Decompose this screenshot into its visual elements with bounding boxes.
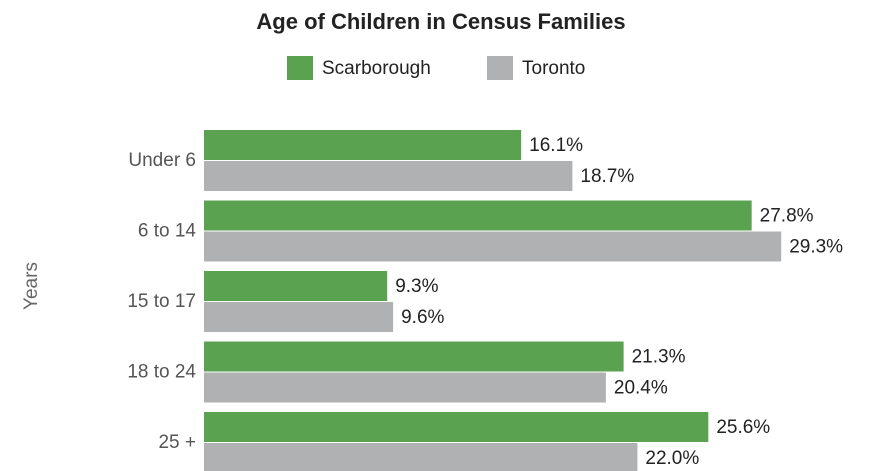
y-tick-label: 25 + [158,432,196,453]
bar [204,231,782,262]
bar [204,372,606,403]
bar [204,412,709,442]
legend-swatch [287,56,313,80]
legend-swatch [487,56,513,80]
chart-title: Age of Children in Census Families [256,9,625,34]
legend-label: Scarborough [322,58,431,79]
bar [204,341,624,372]
value-label: 16.1% [529,135,583,156]
value-label: 25.6% [716,417,770,438]
value-label: 9.6% [401,307,444,328]
value-label: 21.3% [632,347,686,368]
y-tick-label: 18 to 24 [127,362,196,383]
value-label: 27.8% [760,206,814,227]
bar [204,302,394,332]
bar [204,161,573,191]
bar [204,443,638,471]
value-label: 18.7% [580,166,634,187]
bar [204,200,752,231]
value-label: 9.3% [395,276,438,297]
value-label: 20.4% [614,378,668,399]
y-tick-label: 15 to 17 [127,291,196,312]
y-tick-label: 6 to 14 [138,221,197,242]
bar [204,271,388,301]
value-label: 22.0% [645,448,699,469]
y-tick-label: Under 6 [128,150,196,171]
y-axis-label: Years [21,262,42,310]
bar [204,130,522,160]
value-label: 29.3% [789,237,843,258]
legend-label: Toronto [522,58,585,79]
